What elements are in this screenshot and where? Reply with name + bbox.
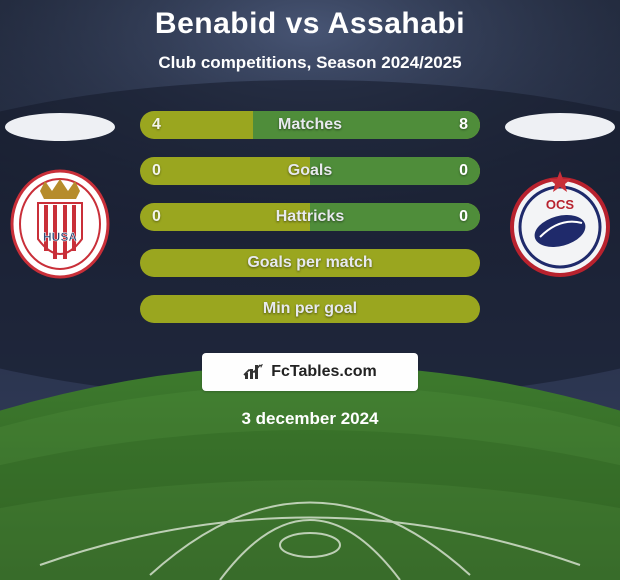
stat-bar-right-fill: [310, 157, 480, 185]
stat-bar-value-left: 0: [152, 162, 161, 180]
brand-text: FcTables.com: [271, 363, 377, 381]
stat-bar-goals-per-match: Goals per match: [140, 249, 480, 277]
stat-bar-value-right: 0: [459, 208, 468, 226]
stat-bar-value-left: 0: [152, 208, 161, 226]
club-logo-right: OCS: [510, 169, 610, 279]
husa-logo-icon: HUSA: [10, 169, 110, 279]
player-right-column: OCS: [500, 111, 620, 279]
stat-bar-label: Goals per match: [247, 254, 372, 272]
player-left-column: HUSA: [0, 111, 120, 279]
stat-bar-label: Matches: [278, 116, 342, 134]
stat-bars: Matches 4 8 Goals 0 0 Hattricks 0 0 Goals per mat…: [140, 111, 480, 323]
stat-bar-value-right: 8: [459, 116, 468, 134]
brand-chart-icon: [243, 363, 265, 381]
player-left-avatar-ellipse: [5, 113, 115, 141]
svg-text:OCS: OCS: [546, 197, 575, 212]
footer-date: 3 december 2024: [0, 409, 620, 429]
stat-bar-hattricks: Hattricks 0 0: [140, 203, 480, 231]
subtitle: Club competitions, Season 2024/2025: [0, 53, 620, 73]
stat-bar-value-left: 4: [152, 116, 161, 134]
stats-area: HUSA OCS Match: [0, 111, 620, 341]
brand-box[interactable]: FcTables.com: [202, 353, 418, 391]
stat-bar-label: Goals: [288, 162, 332, 180]
club-logo-left: HUSA: [10, 169, 110, 279]
svg-text:HUSA: HUSA: [43, 230, 77, 244]
stat-bar-goals: Goals 0 0: [140, 157, 480, 185]
ocs-logo-icon: OCS: [510, 169, 610, 279]
stat-bar-label: Hattricks: [276, 208, 344, 226]
page-title: Benabid vs Assahabi: [0, 7, 620, 41]
player-right-avatar-ellipse: [505, 113, 615, 141]
stat-bar-label: Min per goal: [263, 300, 357, 318]
stat-bar-value-right: 0: [459, 162, 468, 180]
stat-bar-min-per-goal: Min per goal: [140, 295, 480, 323]
stat-bar-matches: Matches 4 8: [140, 111, 480, 139]
